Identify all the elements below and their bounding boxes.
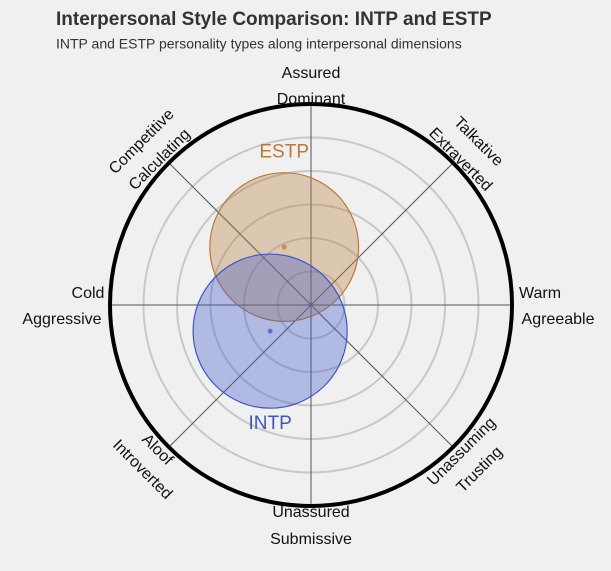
chart-subtitle: INTP and ESTP personality types along in… [56, 36, 462, 52]
axis-label: Unassured [272, 504, 349, 521]
axis-label: Aggressive [22, 311, 101, 328]
axis-label: Agreeable [522, 311, 595, 328]
axis-line [168, 162, 454, 448]
axis-label: Dominant [277, 91, 346, 108]
outer-ring [108, 102, 514, 508]
axis-label: Cold [72, 285, 105, 302]
chart-title: Interpersonal Style Comparison: INTP and… [56, 9, 492, 30]
center-dot [267, 328, 273, 334]
axis-label: Assured [282, 65, 341, 82]
axis-label: Warm [519, 285, 561, 302]
center-dot [281, 244, 287, 250]
series-label: ESTP [259, 142, 309, 163]
axis-label: Submissive [270, 531, 352, 548]
series-label: INTP [248, 413, 291, 434]
